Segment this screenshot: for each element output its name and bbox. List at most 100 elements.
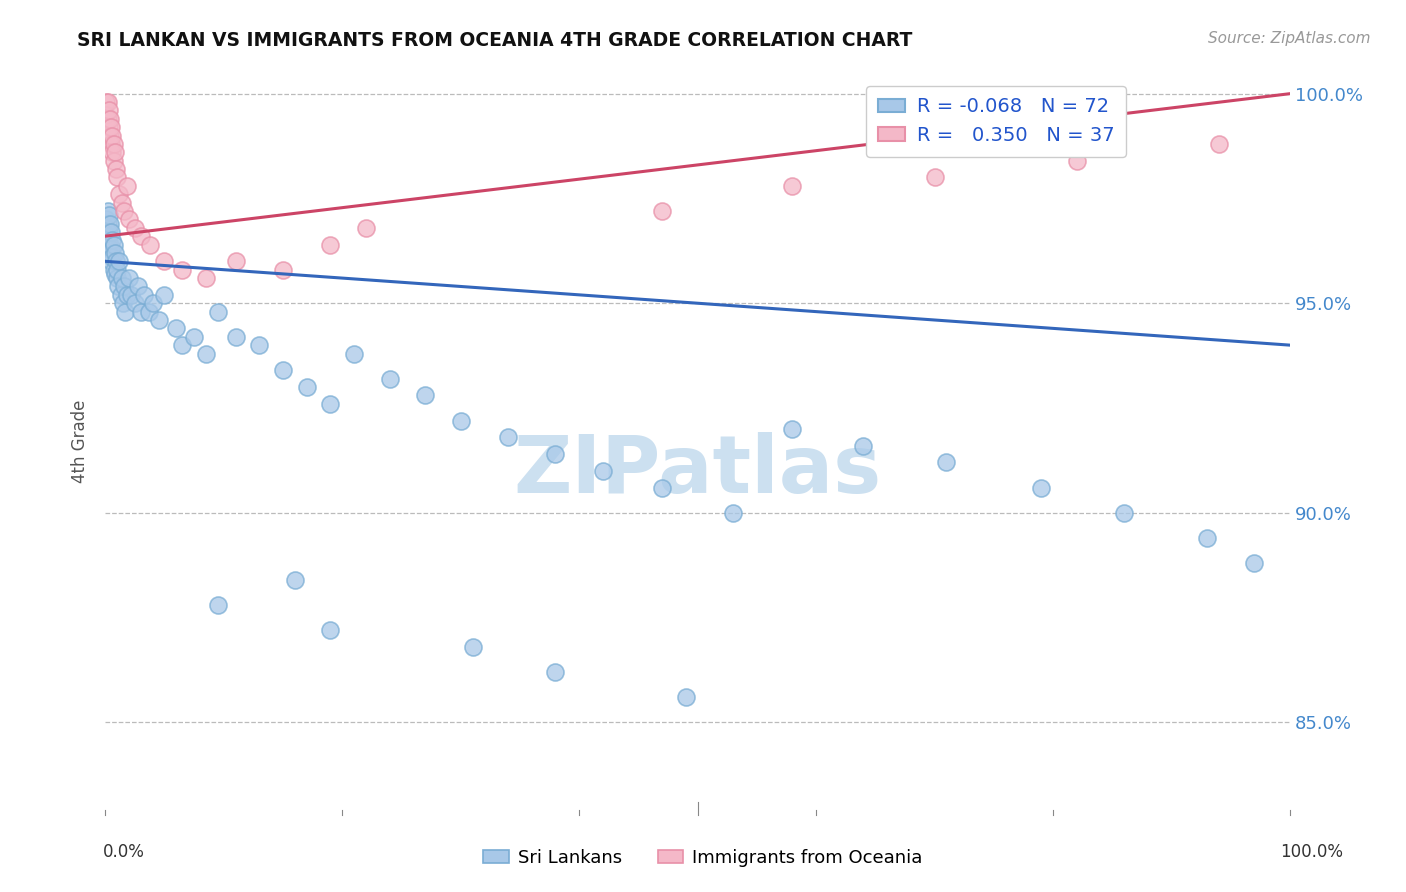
Point — [101, 233, 124, 247]
Point — [108, 187, 131, 202]
Point — [1031, 481, 1053, 495]
Point — [138, 304, 160, 318]
Point — [97, 242, 120, 256]
Point — [354, 220, 377, 235]
Point — [118, 271, 141, 285]
Point — [97, 120, 120, 135]
Point — [96, 108, 118, 122]
Point — [100, 120, 122, 135]
Point — [112, 204, 135, 219]
Point — [461, 640, 484, 654]
Point — [97, 204, 120, 219]
Point — [142, 296, 165, 310]
Point — [100, 242, 122, 256]
Point — [101, 250, 124, 264]
Point — [97, 112, 120, 126]
Point — [107, 279, 129, 293]
Point — [115, 288, 138, 302]
Point — [103, 262, 125, 277]
Point — [101, 145, 124, 160]
Point — [378, 372, 401, 386]
Point — [183, 330, 205, 344]
Point — [247, 338, 270, 352]
Point — [1114, 506, 1136, 520]
Point — [782, 178, 804, 193]
Point — [111, 271, 134, 285]
Point — [148, 313, 170, 327]
Point — [284, 573, 307, 587]
Point — [103, 237, 125, 252]
Point — [496, 430, 519, 444]
Y-axis label: 4th Grade: 4th Grade — [72, 400, 89, 483]
Point — [118, 212, 141, 227]
Point — [450, 414, 472, 428]
Point — [108, 254, 131, 268]
Point — [207, 598, 229, 612]
Point — [225, 254, 247, 268]
Point — [104, 267, 127, 281]
Point — [105, 170, 128, 185]
Point — [97, 208, 120, 222]
Point — [124, 220, 146, 235]
Point — [319, 623, 342, 637]
Point — [103, 153, 125, 168]
Point — [105, 271, 128, 285]
Point — [110, 288, 132, 302]
Point — [319, 237, 342, 252]
Point — [114, 304, 136, 318]
Text: SRI LANKAN VS IMMIGRANTS FROM OCEANIA 4TH GRADE CORRELATION CHART: SRI LANKAN VS IMMIGRANTS FROM OCEANIA 4T… — [77, 31, 912, 50]
Point — [97, 229, 120, 244]
Point — [194, 271, 217, 285]
Point — [172, 262, 194, 277]
Text: ZIPatlas: ZIPatlas — [513, 433, 882, 510]
Text: 0.0%: 0.0% — [103, 843, 145, 861]
Point — [153, 288, 176, 302]
Point — [592, 464, 614, 478]
Point — [153, 254, 176, 268]
Point — [343, 346, 366, 360]
Point — [1197, 531, 1219, 545]
Point — [721, 506, 744, 520]
Point — [120, 288, 142, 302]
Point — [97, 103, 120, 118]
Point — [924, 170, 946, 185]
Point — [100, 136, 122, 151]
Point — [124, 296, 146, 310]
Point — [112, 279, 135, 293]
Point — [544, 447, 567, 461]
Point — [98, 237, 121, 252]
Point — [98, 128, 121, 143]
Point — [271, 363, 294, 377]
Point — [295, 380, 318, 394]
Point — [104, 254, 127, 268]
Point — [544, 665, 567, 679]
Point — [675, 690, 697, 705]
Text: Source: ZipAtlas.com: Source: ZipAtlas.com — [1208, 31, 1371, 46]
Point — [98, 217, 121, 231]
Point — [165, 321, 187, 335]
Point — [1208, 136, 1230, 151]
Point — [225, 330, 247, 344]
Point — [97, 217, 120, 231]
Point — [139, 237, 162, 252]
Point — [194, 346, 217, 360]
Point — [104, 162, 127, 177]
Point — [319, 397, 342, 411]
Point — [104, 145, 127, 160]
Point — [100, 254, 122, 268]
Point — [413, 388, 436, 402]
Point — [96, 220, 118, 235]
Point — [651, 204, 673, 219]
Legend: Sri Lankans, Immigrants from Oceania: Sri Lankans, Immigrants from Oceania — [477, 842, 929, 874]
Point — [103, 136, 125, 151]
Point — [111, 296, 134, 310]
Point — [172, 338, 194, 352]
Point — [104, 246, 127, 260]
Point — [96, 95, 118, 109]
Text: 100.0%: 100.0% — [1279, 843, 1343, 861]
Point — [271, 262, 294, 277]
Point — [1243, 556, 1265, 570]
Point — [782, 422, 804, 436]
Point — [98, 112, 121, 126]
Point — [129, 229, 152, 244]
